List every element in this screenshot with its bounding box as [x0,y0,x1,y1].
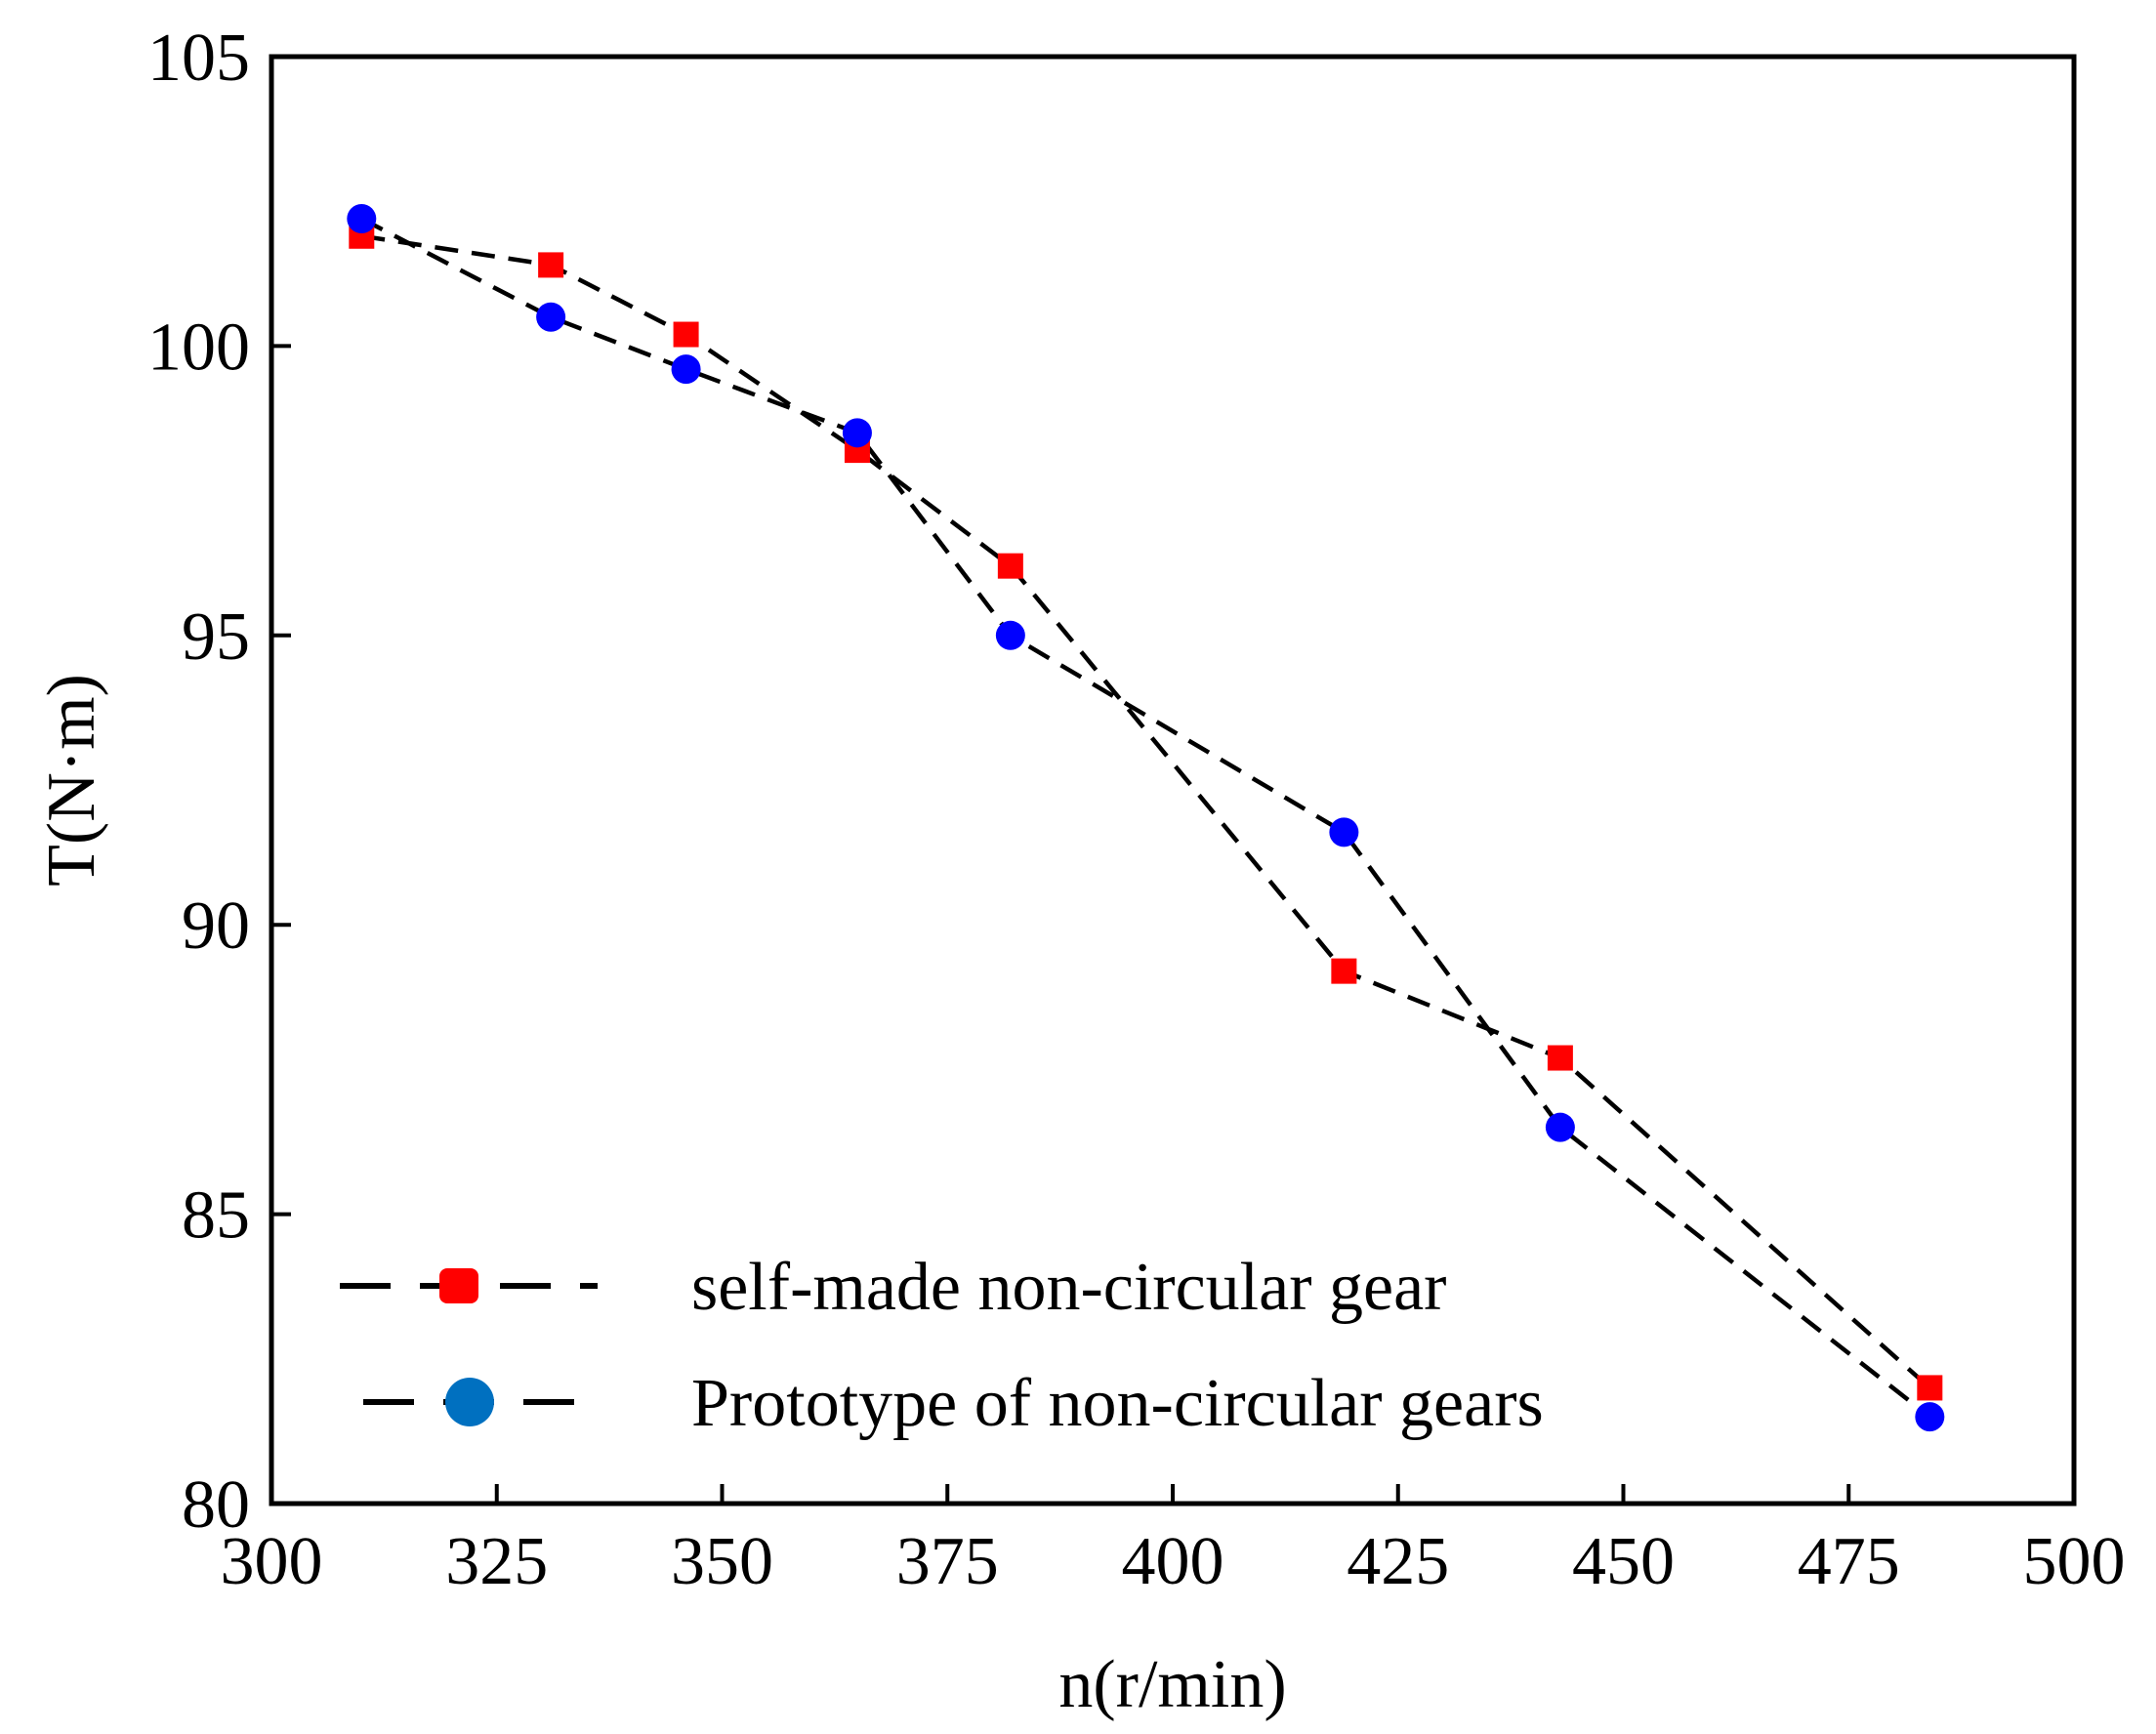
series-1-point [997,553,1023,579]
series-2-point [1329,817,1359,847]
legend-label-2: Prototype of non-circular gears [691,1366,1544,1441]
y-tick-label: 85 [182,1178,250,1254]
series-line-1 [360,233,1931,1390]
legend: self-made non-circular gear Prototype of … [340,1250,1544,1441]
series-1-point [1547,1045,1573,1071]
x-axis: 300 325 350 375 400 425 450 475 500 [221,1484,2126,1599]
legend-marker-1 [439,1268,478,1303]
y-tick-label: 95 [182,599,250,675]
series-markers [347,203,1945,1432]
x-tick-label: 375 [896,1524,999,1599]
x-tick-label: 425 [1347,1524,1449,1599]
x-tick-label: 325 [445,1524,548,1599]
x-axis-title: n(r/min) [1058,1647,1286,1722]
y-axis-title: T(N·m) [34,674,109,887]
legend-label-1: self-made non-circular gear [691,1250,1446,1325]
series-1-point [1331,958,1357,984]
series-2-point [347,203,377,233]
x-tick-label: 300 [221,1524,323,1599]
x-tick-label: 500 [2023,1524,2126,1599]
x-tick-label: 350 [671,1524,773,1599]
series-2-point [536,302,566,332]
series-2-point [1545,1112,1575,1142]
series-1-point [673,321,699,348]
series-line-2 [360,216,1931,1419]
y-tick-label: 100 [147,310,250,385]
series-1-point [538,252,564,278]
legend-marker-2 [445,1378,494,1426]
x-tick-label: 450 [1572,1524,1675,1599]
y-tick-label: 80 [182,1467,250,1543]
series-2-point [842,418,872,448]
series-2-point [1915,1402,1945,1432]
y-axis: 80 85 90 95 100 105 [147,21,291,1543]
series-2-point [995,620,1025,650]
x-tick-label: 400 [1122,1524,1224,1599]
series-2-point [671,354,701,385]
x-tick-label: 475 [1798,1524,1900,1599]
series-lines [360,216,1931,1419]
series-1-point [1917,1375,1943,1401]
y-tick-label: 105 [147,21,250,96]
y-tick-label: 90 [182,888,250,964]
